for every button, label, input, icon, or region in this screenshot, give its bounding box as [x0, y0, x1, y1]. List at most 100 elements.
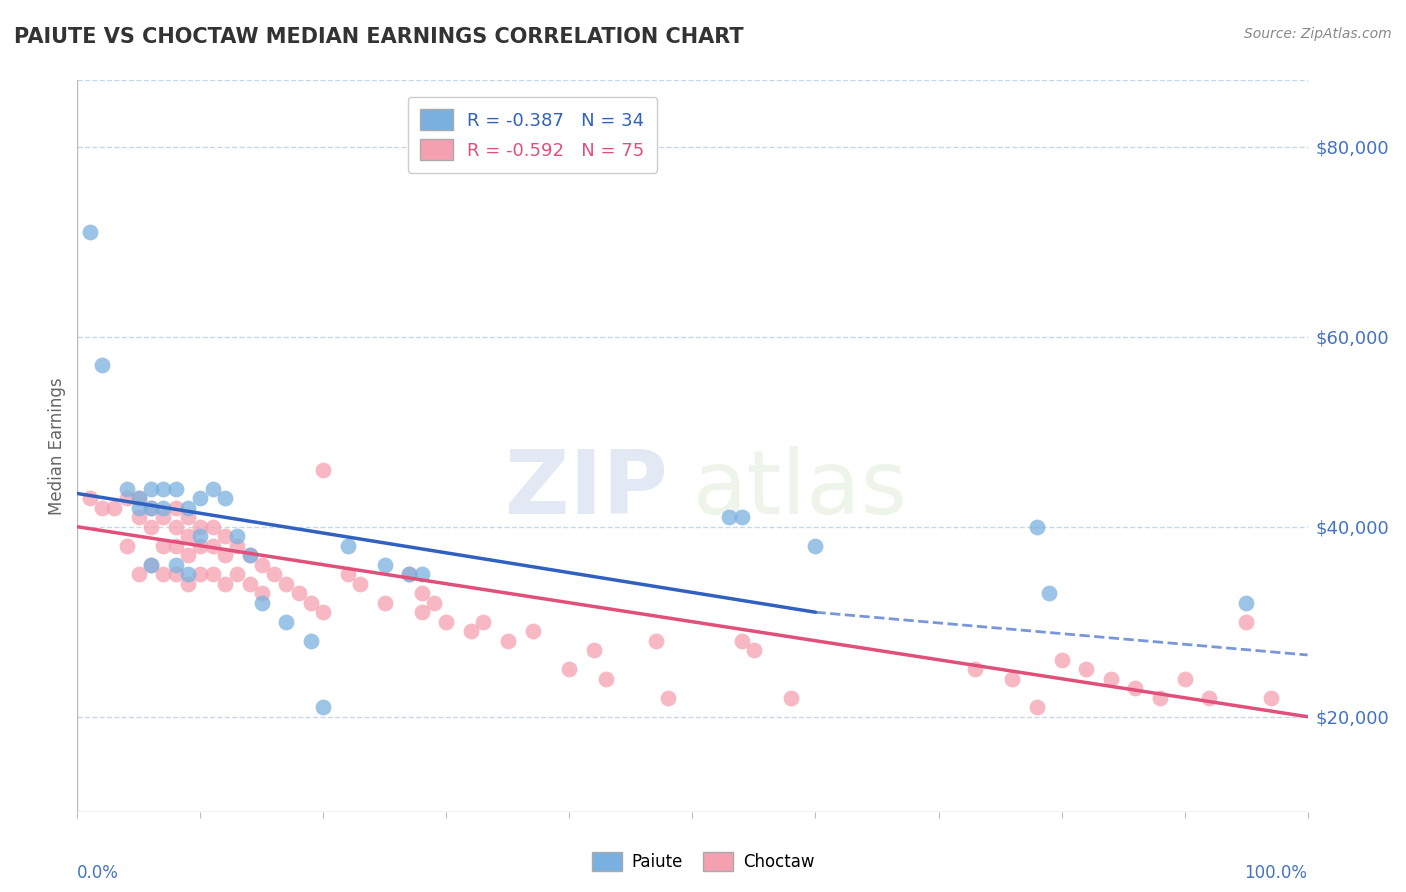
Point: [152, 500, 174, 515]
Point: [188, 491, 212, 506]
Point: [742, 643, 765, 657]
Point: [177, 500, 200, 515]
Point: [472, 615, 495, 629]
Point: [496, 633, 519, 648]
Point: [1234, 615, 1257, 629]
Point: [177, 510, 200, 524]
Point: [299, 596, 322, 610]
Point: [165, 482, 187, 496]
Point: [128, 510, 150, 524]
Point: [152, 510, 174, 524]
Point: [312, 463, 335, 477]
Point: [226, 529, 249, 543]
Point: [250, 586, 273, 600]
Point: [201, 482, 224, 496]
Point: [90, 500, 114, 515]
Point: [718, 510, 741, 524]
Point: [165, 500, 187, 515]
Point: [141, 520, 163, 534]
Point: [128, 491, 150, 506]
Point: [595, 672, 617, 686]
Point: [115, 491, 138, 506]
Point: [423, 596, 446, 610]
Point: [188, 567, 212, 582]
Point: [731, 633, 754, 648]
Point: [214, 548, 236, 562]
Point: [349, 576, 371, 591]
Point: [141, 500, 163, 515]
Point: [177, 548, 200, 562]
Point: [1001, 672, 1024, 686]
Point: [804, 539, 827, 553]
Point: [411, 567, 433, 582]
Point: [1234, 596, 1257, 610]
Point: [165, 520, 187, 534]
Point: [214, 491, 236, 506]
Point: [128, 500, 150, 515]
Point: [263, 567, 285, 582]
Point: [644, 633, 666, 648]
Point: [1260, 690, 1282, 705]
Point: [312, 605, 335, 619]
Point: [214, 529, 236, 543]
Point: [226, 539, 249, 553]
Point: [152, 539, 174, 553]
Point: [250, 596, 273, 610]
Point: [1099, 672, 1122, 686]
Point: [239, 548, 262, 562]
Text: Source: ZipAtlas.com: Source: ZipAtlas.com: [1244, 27, 1392, 41]
Point: [226, 567, 249, 582]
Point: [239, 576, 262, 591]
Text: 0.0%: 0.0%: [77, 864, 120, 882]
Point: [141, 500, 163, 515]
Point: [1125, 681, 1147, 696]
Point: [188, 520, 212, 534]
Point: [558, 662, 581, 676]
Point: [288, 586, 311, 600]
Point: [152, 567, 174, 582]
Point: [128, 491, 150, 506]
Y-axis label: Median Earnings: Median Earnings: [48, 377, 66, 515]
Point: [1026, 700, 1049, 714]
Point: [299, 633, 322, 648]
Point: [583, 643, 606, 657]
Text: ZIP: ZIP: [505, 446, 668, 533]
Point: [312, 700, 335, 714]
Point: [141, 558, 163, 572]
Point: [103, 500, 125, 515]
Point: [128, 567, 150, 582]
Point: [188, 529, 212, 543]
Point: [201, 520, 224, 534]
Point: [657, 690, 679, 705]
Point: [165, 539, 187, 553]
Point: [1174, 672, 1197, 686]
Point: [1050, 653, 1073, 667]
Point: [965, 662, 987, 676]
Point: [177, 576, 200, 591]
Point: [337, 567, 360, 582]
Point: [214, 576, 236, 591]
Point: [276, 576, 298, 591]
Text: 100.0%: 100.0%: [1244, 864, 1308, 882]
Point: [201, 567, 224, 582]
Point: [188, 539, 212, 553]
Point: [780, 690, 803, 705]
Point: [239, 548, 262, 562]
Point: [337, 539, 360, 553]
Point: [731, 510, 754, 524]
Point: [436, 615, 458, 629]
Legend: Paiute, Choctaw: Paiute, Choctaw: [583, 843, 823, 880]
Point: [165, 567, 187, 582]
Point: [1076, 662, 1098, 676]
Point: [1038, 586, 1060, 600]
Text: atlas: atlas: [693, 446, 908, 533]
Point: [141, 482, 163, 496]
Point: [374, 596, 396, 610]
Point: [177, 567, 200, 582]
Point: [522, 624, 544, 639]
Point: [115, 539, 138, 553]
Point: [1198, 690, 1220, 705]
Point: [460, 624, 482, 639]
Legend: R = -0.387   N = 34, R = -0.592   N = 75: R = -0.387 N = 34, R = -0.592 N = 75: [408, 96, 657, 173]
Point: [177, 529, 200, 543]
